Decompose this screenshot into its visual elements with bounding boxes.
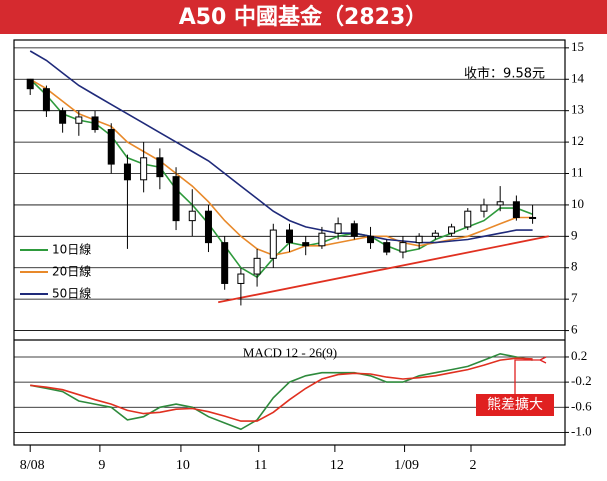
y-tick-label: 13 [571, 102, 584, 117]
x-tick-label: 10 [176, 458, 190, 473]
y-tick-label: 8 [571, 259, 578, 274]
y-tick-label: 10 [571, 196, 584, 211]
candle-body [496, 201, 504, 206]
y-tick-label: -0.2 [571, 373, 592, 388]
y-tick-label: 0.2 [571, 348, 587, 363]
candle-body [59, 110, 67, 124]
candle-body [221, 242, 229, 284]
y-tick-label: -1.0 [571, 423, 592, 438]
y-tick-label: -0.6 [571, 398, 592, 413]
candle-body [350, 223, 358, 237]
y-tick-label: 7 [571, 290, 578, 305]
series-line [29, 50, 533, 244]
legend-label: 20日線 [52, 264, 91, 279]
candle-body [42, 88, 50, 112]
trendline [218, 235, 549, 304]
candle-body [140, 157, 148, 181]
legend-label: 10日線 [52, 242, 91, 257]
title-banner [0, 0, 607, 34]
candle-body [431, 232, 439, 237]
candle-body [253, 257, 261, 275]
candle-body [269, 229, 277, 259]
y-tick-label: 6 [571, 322, 578, 337]
candle-body [172, 176, 180, 222]
macd-title: MACD 12 - 26(9) [243, 345, 337, 360]
candle-body [383, 242, 391, 253]
x-tick-label: 11 [254, 458, 267, 473]
annotation-arrow [514, 356, 547, 394]
series-line [29, 78, 533, 257]
macd-annotation: 熊差擴大 [487, 396, 543, 413]
candle-body [302, 242, 310, 247]
x-tick-label: 12 [330, 458, 344, 473]
candle-body [399, 242, 407, 253]
y-tick-label: 12 [571, 133, 584, 148]
x-tick-label: 2 [470, 458, 477, 473]
legend-label: 50日線 [52, 286, 91, 301]
annotation-box [476, 394, 554, 416]
candle-body [529, 216, 537, 219]
candle-body [91, 116, 99, 131]
close-annotation: 收市：9.58元 [464, 66, 545, 82]
candle-body [415, 235, 423, 244]
plot-frame [13, 39, 566, 446]
candle-body [367, 235, 375, 244]
candle-body [318, 232, 326, 247]
candle-body [204, 210, 212, 244]
y-tick-label: 11 [571, 164, 584, 179]
y-tick-label: 15 [571, 39, 584, 54]
candle-body [286, 229, 293, 244]
x-tick-label: 9 [98, 458, 105, 473]
candle-body [188, 210, 196, 222]
candle-body [237, 273, 245, 284]
x-tick-label: 8/08 [20, 458, 45, 473]
candle-body [26, 78, 34, 90]
candle-body [464, 210, 472, 228]
series-line [30, 352, 533, 431]
candle-body [448, 226, 456, 234]
candle-body [480, 204, 488, 212]
y-tick-label: 14 [571, 70, 585, 85]
y-tick-label: 9 [571, 227, 578, 242]
candle-body [107, 129, 115, 165]
candle-body [156, 157, 164, 178]
candle-body [334, 223, 342, 234]
chart-title: A50 中國基金（2823） [179, 4, 428, 30]
series-line [30, 357, 533, 422]
candle-body [123, 163, 131, 181]
candle-body [75, 116, 83, 124]
x-tick-label: 1/09 [394, 458, 419, 473]
candle-body [512, 201, 520, 218]
